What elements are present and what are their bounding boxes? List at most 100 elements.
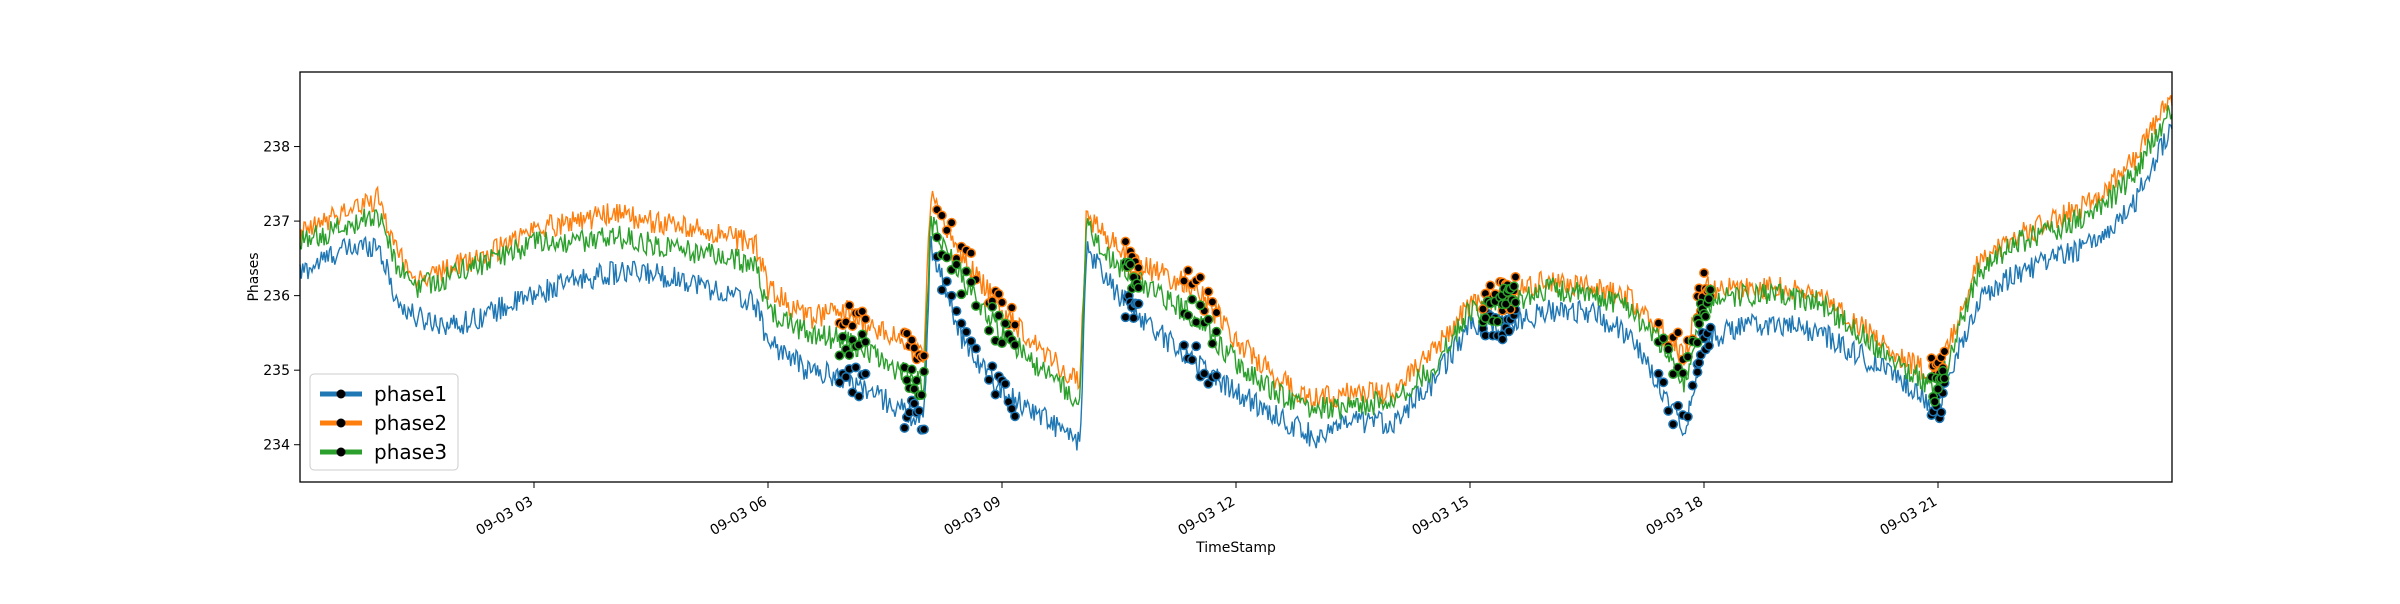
anomaly-marker-phase3 xyxy=(1508,281,1519,292)
y-axis-label: Phases xyxy=(246,252,262,301)
anomaly-marker-phase1 xyxy=(914,405,925,416)
anomaly-marker-phase3 xyxy=(1133,282,1144,293)
anomaly-marker-phase3 xyxy=(961,266,972,277)
anomaly-marker-phase3 xyxy=(951,259,962,270)
anomaly-marker-phase1 xyxy=(956,318,967,329)
anomaly-marker-phase2 xyxy=(946,217,957,228)
x-tick-label: 09-03 09 xyxy=(941,494,1004,539)
anomaly-marker-phase3 xyxy=(1692,337,1703,348)
anomaly-marker-phase2 xyxy=(1120,236,1131,247)
x-tick-label: 09-03 06 xyxy=(707,494,770,539)
anomaly-marker-phase1 xyxy=(941,276,952,287)
anomaly-marker-phase1 xyxy=(1211,370,1222,381)
anomaly-marker-phase1 xyxy=(990,389,1001,400)
x-axis-label: TimeStamp xyxy=(1195,540,1276,556)
anomaly-marker-phase2 xyxy=(1673,327,1683,338)
y-tick-label: 236 xyxy=(263,289,290,305)
anomaly-marker-phase3 xyxy=(1703,293,1714,304)
anomaly-marker-phase3 xyxy=(1663,344,1674,355)
anomaly-marker-phase1 xyxy=(1120,312,1131,323)
anomaly-marker-phase3 xyxy=(834,350,845,361)
anomaly-marker-phase3 xyxy=(1694,318,1705,329)
anomaly-marker-phase3 xyxy=(906,364,917,375)
anomaly-marker-phase3 xyxy=(1183,310,1194,321)
anomaly-marker-phase3 xyxy=(984,325,994,336)
x-tick-label: 09-03 12 xyxy=(1175,494,1238,539)
anomaly-marker-phase3 xyxy=(993,310,1004,321)
series-line-phase3 xyxy=(299,105,2173,420)
anomaly-marker-phase1 xyxy=(971,343,981,354)
anomaly-marker-phase1 xyxy=(1000,378,1011,389)
anomaly-marker-phase3 xyxy=(1658,333,1669,344)
anomaly-marker-phase1 xyxy=(936,284,947,295)
anomaly-marker-phase3 xyxy=(1677,368,1688,379)
anomaly-marker-phase1 xyxy=(1179,340,1189,351)
legend-label-phase3: phase3 xyxy=(374,440,447,464)
anomaly-marker-phase3 xyxy=(1929,396,1940,407)
anomaly-marker-phase2 xyxy=(847,321,858,331)
anomaly-marker-phase1 xyxy=(946,290,957,301)
anomaly-marker-phase2 xyxy=(1133,262,1144,273)
anomaly-marker-phase2 xyxy=(936,210,947,221)
anomaly-marker-phase1 xyxy=(1187,354,1198,365)
anomaly-marker-phase1 xyxy=(1504,326,1514,337)
anomaly-marker-phase2 xyxy=(1183,265,1194,276)
anomaly-marker-phase1 xyxy=(1497,334,1508,345)
anomaly-marker-phase3 xyxy=(997,338,1007,349)
anomaly-marker-phase1 xyxy=(860,368,871,379)
anomaly-marker-phase2 xyxy=(1010,319,1020,330)
legend-marker-phase3 xyxy=(336,447,346,457)
anomaly-marker-phase3 xyxy=(1203,314,1214,325)
anomaly-marker-phase3 xyxy=(901,375,912,386)
anomaly-marker-phase1 xyxy=(1133,298,1144,309)
anomaly-marker-phase3 xyxy=(1195,300,1206,311)
anomaly-marker-phase3 xyxy=(837,331,848,342)
anomaly-marker-phase1 xyxy=(1010,411,1020,422)
anomaly-marker-phase1 xyxy=(854,391,864,402)
anomaly-marker-phase1 xyxy=(919,424,929,435)
anomaly-marker-phase2 xyxy=(909,343,920,353)
anomaly-marker-phase3 xyxy=(1700,311,1711,322)
anomaly-marker-phase1 xyxy=(1663,405,1674,416)
anomaly-marker-phase1 xyxy=(1128,313,1139,324)
anomaly-marker-phase2 xyxy=(966,248,977,259)
anomaly-marker-phase3 xyxy=(971,300,981,311)
anomaly-marker-phase3 xyxy=(919,366,929,377)
anomaly-marker-phase1 xyxy=(1199,368,1210,379)
anomaly-marker-phase3 xyxy=(1187,294,1198,305)
anomaly-marker-phase3 xyxy=(1939,373,1950,384)
anomaly-marker-phase1 xyxy=(1658,377,1669,388)
anomaly-marker-phase3 xyxy=(987,301,998,312)
x-tick-label: 09-03 21 xyxy=(1877,494,1940,539)
anomaly-marker-phase3 xyxy=(916,390,927,400)
legend-label-phase2: phase2 xyxy=(374,411,447,435)
anomaly-marker-phase2 xyxy=(1006,302,1017,313)
anomaly-marker-phase3 xyxy=(956,289,967,300)
y-tick-label: 235 xyxy=(263,363,290,379)
anomaly-marker-phase2 xyxy=(1939,346,1950,357)
legend: phase1 phase2 phase3 xyxy=(309,373,459,471)
anomaly-marker-phase3 xyxy=(941,252,952,263)
anomaly-marker-phase2 xyxy=(860,314,871,325)
anomaly-marker-phase2 xyxy=(1211,307,1222,318)
anomaly-marker-phase3 xyxy=(932,232,942,243)
anomaly-marker-phase3 xyxy=(1705,284,1716,295)
anomaly-marker-phase3 xyxy=(1010,340,1020,350)
anomaly-marker-phase3 xyxy=(1682,351,1693,362)
anomaly-marker-phase2 xyxy=(1195,272,1206,283)
y-tick-label: 238 xyxy=(263,140,290,156)
series-line-phase2 xyxy=(299,95,2173,411)
anomaly-marker-phase1 xyxy=(1692,367,1703,378)
anomaly-marker-phase1 xyxy=(984,374,994,385)
anomaly-marker-phase3 xyxy=(966,277,977,288)
series-line-phase1 xyxy=(299,123,2173,451)
anomaly-marker-phase1 xyxy=(966,336,977,347)
anomaly-marker-phase2 xyxy=(1207,296,1218,307)
anomaly-marker-phase1 xyxy=(1653,368,1664,379)
legend-marker-phase2 xyxy=(336,418,346,428)
anomaly-marker-phase1 xyxy=(1682,411,1693,422)
anomaly-marker-phase2 xyxy=(1179,275,1189,286)
anomaly-marker-phase3 xyxy=(1125,259,1136,270)
